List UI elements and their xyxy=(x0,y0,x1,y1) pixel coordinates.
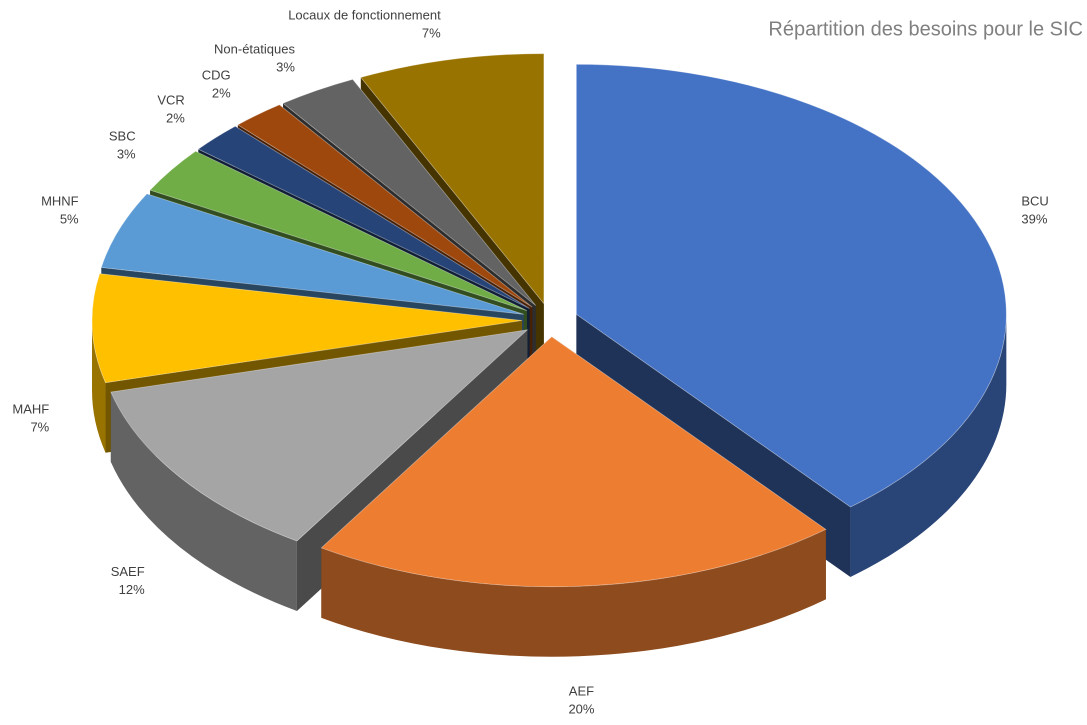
slice-value-label: 5% xyxy=(60,212,79,227)
chart-title: Répartition des besoins pour le SIC xyxy=(768,18,1083,40)
slice-side xyxy=(850,314,1007,577)
slice-value-label: 3% xyxy=(117,146,136,161)
slice xyxy=(197,125,530,309)
slice-label: MAHF xyxy=(12,402,49,417)
slice xyxy=(110,329,529,542)
slice-value-label: 39% xyxy=(1021,212,1047,227)
slice-label: Locaux de fonctionnement xyxy=(288,8,441,23)
slice xyxy=(149,150,528,311)
slice xyxy=(575,63,1007,508)
slice-label: MHNF xyxy=(41,194,79,209)
slice-value-label: 2% xyxy=(212,86,231,101)
slice xyxy=(320,336,827,588)
slice-value-label: 7% xyxy=(30,420,49,435)
slice-label: SAEF xyxy=(111,564,145,579)
slice-label: Non-étatiques xyxy=(214,41,295,56)
slice xyxy=(360,53,545,305)
slice-label: CDG xyxy=(202,68,231,83)
slice-label: SBC xyxy=(109,128,136,143)
slice-value-label: 7% xyxy=(422,26,441,41)
slice-label: VCR xyxy=(157,93,184,108)
slice xyxy=(91,273,523,384)
slice-value-label: 20% xyxy=(568,702,594,717)
slice xyxy=(237,104,533,308)
slice-value-label: 12% xyxy=(119,582,145,597)
slice-value-label: 3% xyxy=(276,59,295,74)
slice-side xyxy=(321,529,826,657)
slice-label: AEF xyxy=(569,684,594,699)
slice-side xyxy=(92,320,106,453)
slice-side xyxy=(110,392,297,611)
slice xyxy=(282,78,537,306)
slice xyxy=(100,193,524,315)
slice-value-label: 2% xyxy=(166,111,185,126)
slice-label: BCU xyxy=(1021,194,1048,209)
